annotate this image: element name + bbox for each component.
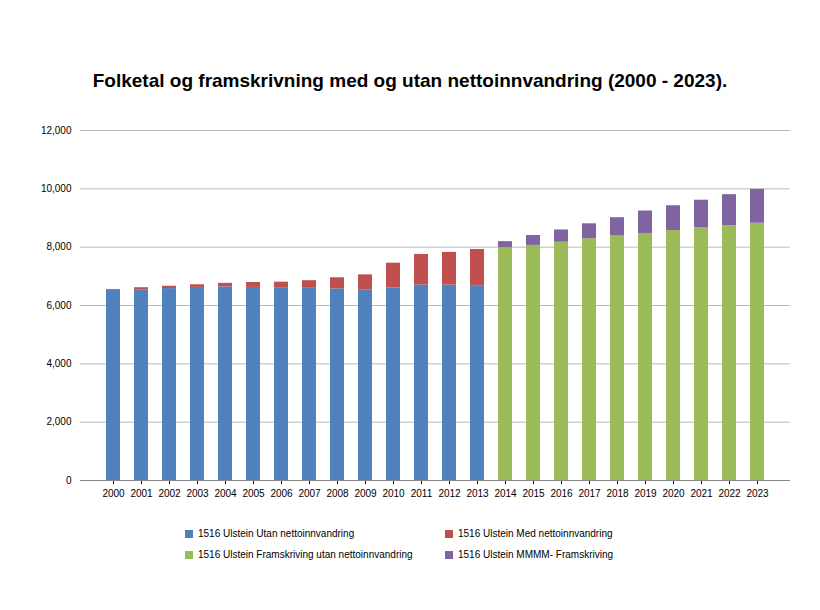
html-text:1516 Ulstein Utan nettoinnvand: 1516 Ulstein Utan nettoinnvandring [198, 528, 355, 539]
svg-text:2001: 2001 [130, 488, 153, 499]
svg-text:0: 0 [66, 475, 72, 486]
svg-text:2017: 2017 [578, 488, 601, 499]
svg-text:2012: 2012 [438, 488, 461, 499]
svg-text:2021: 2021 [690, 488, 713, 499]
svg-text:2003: 2003 [186, 488, 209, 499]
svg-text:12,000: 12,000 [41, 125, 72, 136]
svg-text:2010: 2010 [382, 488, 405, 499]
svg-text:2015: 2015 [522, 488, 545, 499]
svg-text:2019: 2019 [634, 488, 657, 499]
svg-text:4,000: 4,000 [46, 358, 71, 369]
svg-text:2014: 2014 [494, 488, 517, 499]
svg-text:2005: 2005 [242, 488, 265, 499]
svg-text:2011: 2011 [411, 488, 433, 499]
svg-text:2023: 2023 [746, 488, 769, 499]
html-text:1516 Ulstein Med nettoinnvandr: 1516 Ulstein Med nettoinnvandring [458, 528, 613, 539]
html-text:1516 Ulstein Framskriving utan: 1516 Ulstein Framskriving utan nettoinnv… [198, 549, 413, 560]
svg-text:10,000: 10,000 [41, 183, 72, 194]
svg-text:2004: 2004 [214, 488, 237, 499]
svg-text:2008: 2008 [326, 488, 349, 499]
svg-text:2007: 2007 [298, 488, 321, 499]
html-text:Folketal og framskrivning med: Folketal og framskrivning med og utan ne… [92, 70, 728, 91]
html-text:1516 Ulstein MMMM- Framskrivin: 1516 Ulstein MMMM- Framskriving [458, 549, 613, 560]
svg-text:2018: 2018 [606, 488, 629, 499]
svg-text:2002: 2002 [158, 488, 181, 499]
svg-text:2022: 2022 [718, 488, 741, 499]
svg-text:2006: 2006 [270, 488, 293, 499]
svg-text:2,000: 2,000 [46, 416, 71, 427]
svg-text:6,000: 6,000 [46, 300, 71, 311]
svg-text:2016: 2016 [550, 488, 573, 499]
svg-text:2013: 2013 [466, 488, 489, 499]
svg-text:2009: 2009 [354, 488, 377, 499]
svg-text:2020: 2020 [662, 488, 685, 499]
svg-text:2000: 2000 [102, 488, 125, 499]
svg-text:8,000: 8,000 [46, 241, 71, 252]
